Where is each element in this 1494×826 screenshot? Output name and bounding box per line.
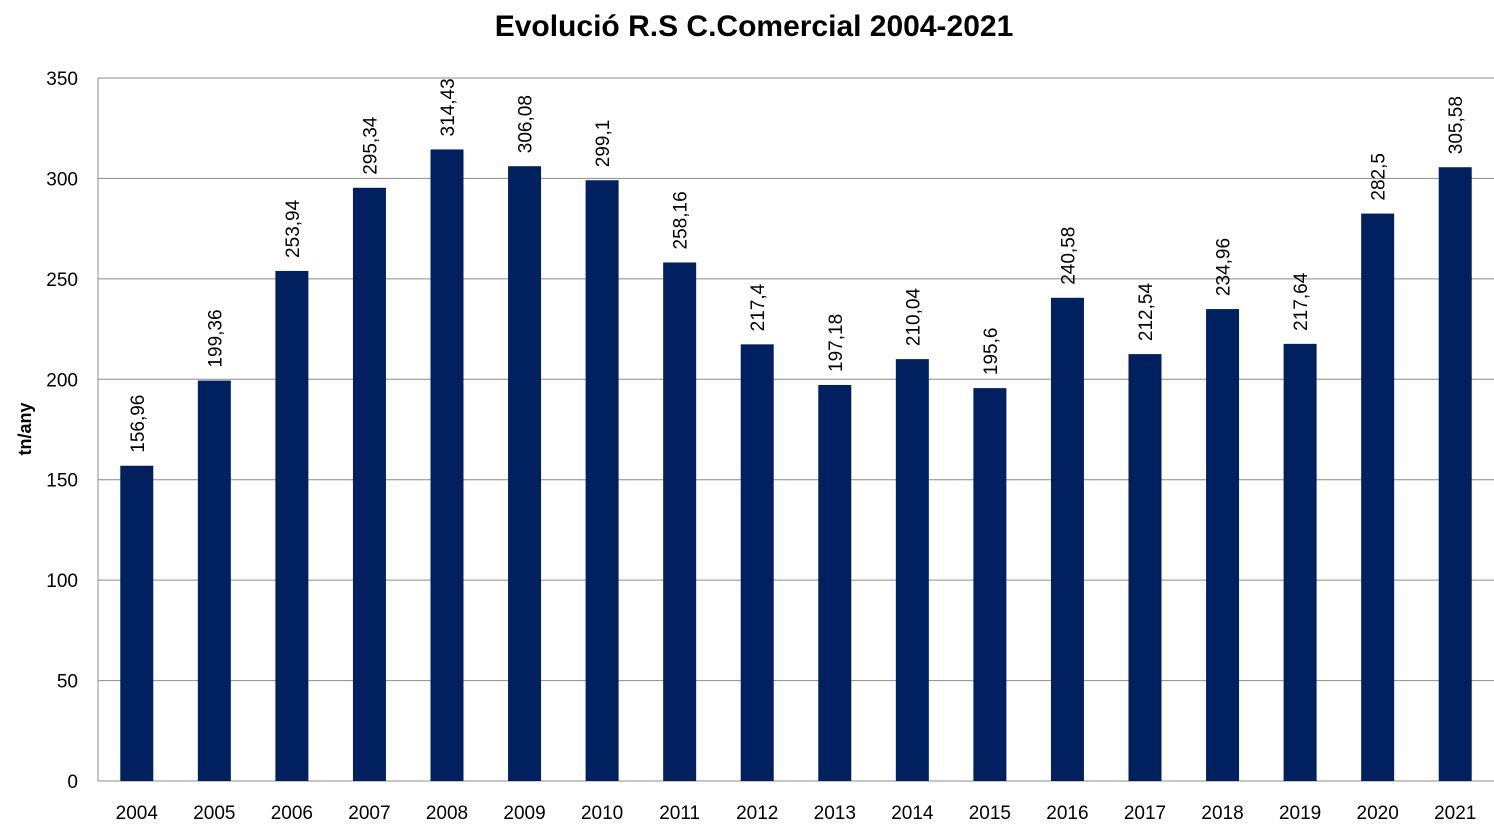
x-tick-label: 2004 — [116, 803, 159, 824]
data-label: 299,1 — [593, 120, 614, 168]
y-tick-label: 250 — [46, 270, 78, 291]
x-tick-label: 2005 — [193, 803, 235, 824]
bar-2004 — [120, 465, 154, 781]
bar-2013 — [818, 384, 852, 781]
data-label: 217,4 — [748, 283, 769, 331]
y-tick-label: 100 — [46, 571, 78, 592]
bar-2017 — [1128, 354, 1162, 781]
y-axis-ticks: 0 50 100 150 200 250 300 350 — [46, 69, 78, 793]
y-axis-title: tn/any — [15, 402, 35, 455]
bar-2009 — [508, 166, 542, 782]
data-label: 282,5 — [1369, 153, 1390, 201]
bar-2005 — [197, 380, 231, 781]
data-label: 210,04 — [903, 288, 924, 347]
bar-2015 — [973, 388, 1007, 781]
data-label: 217,64 — [1291, 272, 1312, 331]
bar-2020 — [1361, 213, 1395, 782]
data-label: 240,58 — [1058, 227, 1079, 285]
x-tick-label: 2008 — [426, 803, 468, 824]
x-tick-label: 2017 — [1124, 803, 1166, 824]
data-label: 156,96 — [128, 395, 149, 453]
data-label: 212,54 — [1136, 283, 1157, 342]
bar-2010 — [585, 180, 619, 782]
data-label: 199,36 — [205, 309, 226, 367]
data-label: 258,16 — [671, 191, 692, 249]
bar-2007 — [352, 187, 386, 781]
data-labels: 156,96 199,36 253,94 295,34 314,43 306,08 299,… — [128, 78, 1467, 452]
x-tick-label: 2018 — [1201, 803, 1243, 824]
bar-2006 — [275, 270, 309, 781]
x-tick-label: 2009 — [503, 803, 545, 824]
bars — [120, 149, 1472, 782]
bar-2011 — [663, 262, 697, 782]
bar-2008 — [430, 149, 464, 781]
y-tick-label: 50 — [57, 672, 78, 693]
bar-2012 — [740, 344, 774, 781]
data-label: 195,6 — [981, 328, 1002, 376]
data-label: 197,18 — [826, 314, 847, 372]
x-tick-label: 2020 — [1357, 803, 1399, 824]
bar-2016 — [1050, 297, 1084, 781]
y-tick-label: 0 — [67, 772, 78, 793]
y-tick-label: 350 — [46, 69, 78, 90]
bar-2018 — [1206, 309, 1240, 781]
data-label: 305,58 — [1446, 96, 1467, 154]
y-tick-label: 200 — [46, 370, 78, 391]
x-tick-label: 2019 — [1279, 803, 1321, 824]
data-label: 295,34 — [360, 116, 381, 175]
x-tick-label: 2011 — [659, 803, 700, 824]
x-tick-label: 2021 — [1434, 803, 1476, 824]
x-tick-label: 2014 — [891, 803, 934, 824]
data-label: 306,08 — [516, 95, 537, 153]
x-tick-label: 2007 — [348, 803, 390, 824]
bar-2021 — [1438, 167, 1472, 781]
chart-title: Evolució R.S C.Comercial 2004-2021 — [495, 10, 1014, 43]
x-tick-label: 2016 — [1046, 803, 1088, 824]
data-label: 234,96 — [1214, 238, 1235, 296]
y-tick-label: 300 — [46, 169, 78, 190]
gridlines — [97, 77, 1494, 782]
y-tick-label: 150 — [46, 471, 78, 492]
data-label: 314,43 — [438, 78, 459, 136]
x-tick-label: 2015 — [969, 803, 1011, 824]
data-label: 253,94 — [283, 199, 304, 258]
bar-2014 — [895, 359, 929, 781]
x-tick-label: 2013 — [814, 803, 856, 824]
x-axis-ticks: 2004 2005 2006 2007 2008 2009 2010 2011 2012 2013… — [116, 803, 1477, 824]
bar-2019 — [1283, 343, 1317, 781]
x-tick-label: 2012 — [736, 803, 778, 824]
x-tick-label: 2006 — [271, 803, 313, 824]
x-tick-label: 2010 — [581, 803, 623, 824]
